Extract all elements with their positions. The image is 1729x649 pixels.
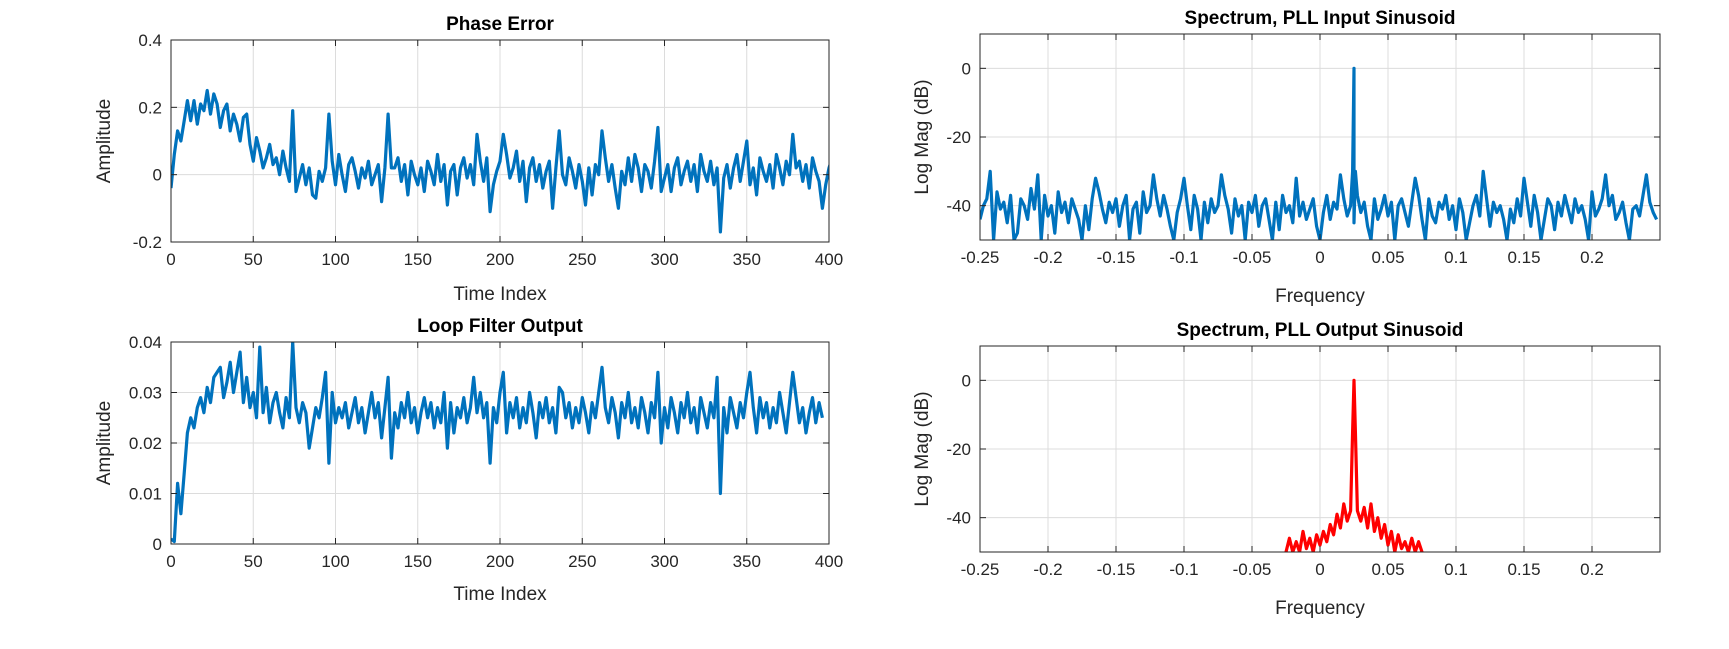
spec_in-ytick-label-1: -20: [946, 128, 971, 147]
spec_in-xtick-label-3: -0.1: [1169, 248, 1198, 267]
phase-xlabel: Time Index: [453, 284, 547, 305]
spec_out-xtick-label-4: -0.05: [1233, 560, 1272, 579]
spec_out-ytick-label-2: 0: [962, 371, 971, 390]
phase-xtick-label-3: 150: [404, 250, 432, 269]
spec_in-ytick-label-2: 0: [962, 59, 971, 78]
phase-xtick-label-2: 100: [321, 250, 349, 269]
loop-ytick-label-4: 0.04: [129, 333, 162, 352]
phase-xtick-label-6: 300: [650, 250, 678, 269]
spec_in-series-line-0: [980, 66, 1659, 240]
loop-ytick-label-1: 0.01: [129, 485, 162, 504]
spec_out-xtick-label-9: 0.2: [1580, 560, 1604, 579]
spec_in-xtick-label-2: -0.15: [1097, 248, 1136, 267]
phase-ytick-label-3: 0.4: [138, 31, 162, 50]
phase-xtick-label-4: 200: [486, 250, 514, 269]
phase-xtick-label-5: 250: [568, 250, 596, 269]
spec_out-ylabel: Log Mag (dB): [912, 391, 933, 506]
loop-xtick-label-2: 100: [321, 552, 349, 571]
loop-xtick-label-8: 400: [815, 552, 843, 571]
phase-ytick-label-1: 0: [153, 166, 162, 185]
spec_out-ytick-label-1: -20: [946, 440, 971, 459]
phase-series-line-0: [171, 88, 829, 234]
loop-xlabel: Time Index: [453, 584, 547, 605]
phase-xtick-label-8: 400: [815, 250, 843, 269]
loop-ytick-label-3: 0.03: [129, 384, 162, 403]
loop-xtick-label-0: 0: [166, 552, 175, 571]
spec_out-xtick-label-1: -0.2: [1033, 560, 1062, 579]
phase-ylabel: Amplitude: [94, 99, 115, 184]
spec_in-ylabel: Log Mag (dB): [912, 79, 933, 194]
spec_in-xtick-label-4: -0.05: [1233, 248, 1272, 267]
spec_out-ytick-label-0: -40: [946, 509, 971, 528]
spec_in-ytick-label-0: -40: [946, 197, 971, 216]
loop-xtick-label-4: 200: [486, 552, 514, 571]
loop-xtick-label-5: 250: [568, 552, 596, 571]
spec_out-title: Spectrum, PLL Output Sinusoid: [1177, 320, 1464, 341]
phase-title: Phase Error: [446, 14, 554, 35]
spec_out-xtick-label-6: 0.05: [1371, 560, 1404, 579]
loop-xtick-label-3: 150: [404, 552, 432, 571]
phase-xtick-label-7: 350: [733, 250, 761, 269]
spec_out-xtick-label-3: -0.1: [1169, 560, 1198, 579]
phase-xtick-label-0: 0: [166, 250, 175, 269]
phase-ytick-label-0: -0.2: [133, 233, 162, 252]
spec_in-title: Spectrum, PLL Input Sinusoid: [1185, 8, 1456, 29]
spec_out-xtick-label-7: 0.1: [1444, 560, 1468, 579]
spec_in-xtick-label-1: -0.2: [1033, 248, 1062, 267]
loop-ytick-label-0: 0: [153, 535, 162, 554]
loop-xtick-label-7: 350: [733, 552, 761, 571]
spec_in-xtick-label-6: 0.05: [1371, 248, 1404, 267]
spec_in-xtick-label-5: 0: [1315, 248, 1324, 267]
spec_in-xtick-label-9: 0.2: [1580, 248, 1604, 267]
loop-series-line-0: [171, 342, 824, 544]
spec_in-xlabel: Frequency: [1275, 286, 1365, 307]
spec_in-xtick-label-8: 0.15: [1507, 248, 1540, 267]
spec_out-xlabel: Frequency: [1275, 598, 1365, 619]
phase-ytick-label-2: 0.2: [138, 98, 162, 117]
phase-panel: 0 50 100 150 200 250 300 350 400-0.200.20.4Phase…: [94, 14, 843, 305]
spec_in-xtick-label-0: -0.25: [961, 248, 1000, 267]
spec_out-panel: -0.25 -0.2 -0.15 -0.1 -0.05 0 0.05 0.1 0.15 0.2 -4…: [912, 320, 1661, 619]
spec_out-series-line-0: [1284, 378, 1424, 552]
loop-xtick-label-1: 50: [244, 552, 263, 571]
spec_out-xtick-label-8: 0.15: [1507, 560, 1540, 579]
spec_out-xtick-label-5: 0: [1315, 560, 1324, 579]
loop-ytick-label-2: 0.02: [129, 434, 162, 453]
loop-panel: 0 50 100 150 200 250 300 350 400 0 0.01 0.02 0.03 0.0…: [94, 316, 843, 605]
spec_in-panel: -0.25 -0.2 -0.15 -0.1 -0.05 0 0.05 0.1 0.15 0.2 -4…: [912, 8, 1661, 307]
spec_in-xtick-label-7: 0.1: [1444, 248, 1468, 267]
loop-title: Loop Filter Output: [417, 316, 583, 337]
spec_out-xtick-label-0: -0.25: [961, 560, 1000, 579]
spec_out-xtick-label-2: -0.15: [1097, 560, 1136, 579]
loop-xtick-label-6: 300: [650, 552, 678, 571]
loop-ylabel: Amplitude: [94, 401, 115, 486]
phase-xtick-label-1: 50: [244, 250, 263, 269]
